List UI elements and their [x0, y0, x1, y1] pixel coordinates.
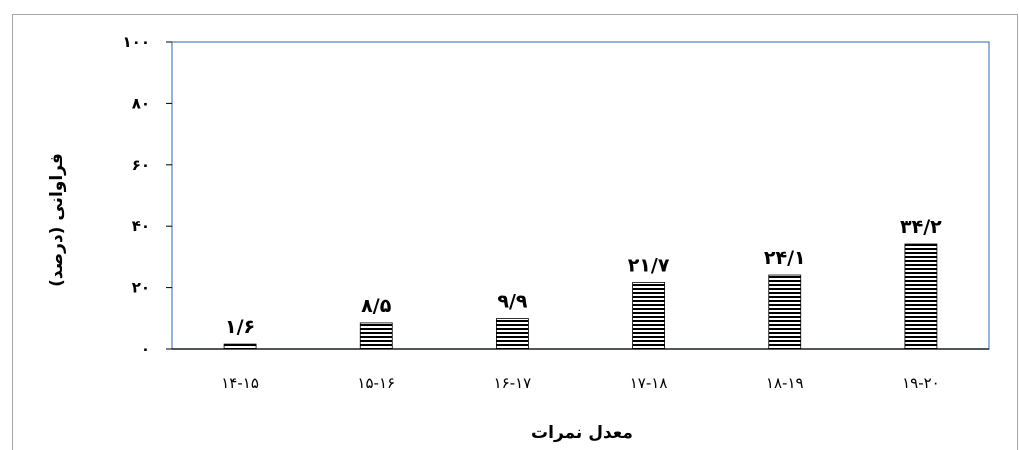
bar-data-label: ۲۴/۱ [764, 247, 806, 269]
bar [768, 274, 802, 350]
y-tick-label: ۱۰۰ [123, 33, 150, 51]
x-axis-title: معدل نمرات [531, 423, 633, 443]
y-tick-label: ۲۰ [132, 279, 150, 297]
x-tick-label: ۱۷-۱۸ [630, 374, 668, 392]
bar [496, 318, 529, 350]
y-tick-label: ۶۰ [132, 156, 150, 174]
x-tick-label: ۱۶-۱۷ [494, 374, 532, 392]
y-tick-label: ۴۰ [132, 217, 150, 235]
bar [904, 243, 938, 350]
x-tick-label: ۱۸-۱۹ [766, 374, 804, 392]
bar-data-label: ۲۱/۷ [628, 254, 670, 276]
x-tick-label: ۱۴-۱۵ [221, 374, 259, 392]
bar [359, 322, 393, 350]
bar [223, 343, 257, 350]
y-axis: ۰ ۲۰ ۴۰ ۶۰ ۸۰ ۱۰۰ [123, 33, 172, 358]
bar-data-label: ۳۴/۲ [900, 216, 942, 238]
plot-area [171, 41, 990, 350]
y-axis-title: فراوانی (درصد) [47, 153, 67, 287]
y-tick-label: ۸۰ [132, 94, 150, 112]
data-labels: ۱/۶ ۸/۵ ۹/۹ ۲۱/۷ ۲۴/۱ ۳۴/۲ [225, 216, 942, 338]
bar-data-label: ۱/۶ [225, 316, 255, 338]
bar [632, 281, 665, 350]
x-tick-label: ۱۵-۱۶ [357, 374, 395, 392]
bar-data-label: ۹/۹ [497, 291, 528, 313]
bars [223, 243, 938, 350]
x-axis: ۱۴-۱۵ ۱۵-۱۶ ۱۶-۱۷ ۱۷-۱۸ ۱۸-۱۹ ۱۹-۲۰ [172, 348, 989, 392]
x-tick-label: ۱۹-۲۰ [902, 374, 940, 392]
chart-frame [12, 14, 1018, 450]
y-tick-label: ۰ [141, 340, 150, 358]
bar-data-label: ۸/۵ [361, 295, 392, 317]
